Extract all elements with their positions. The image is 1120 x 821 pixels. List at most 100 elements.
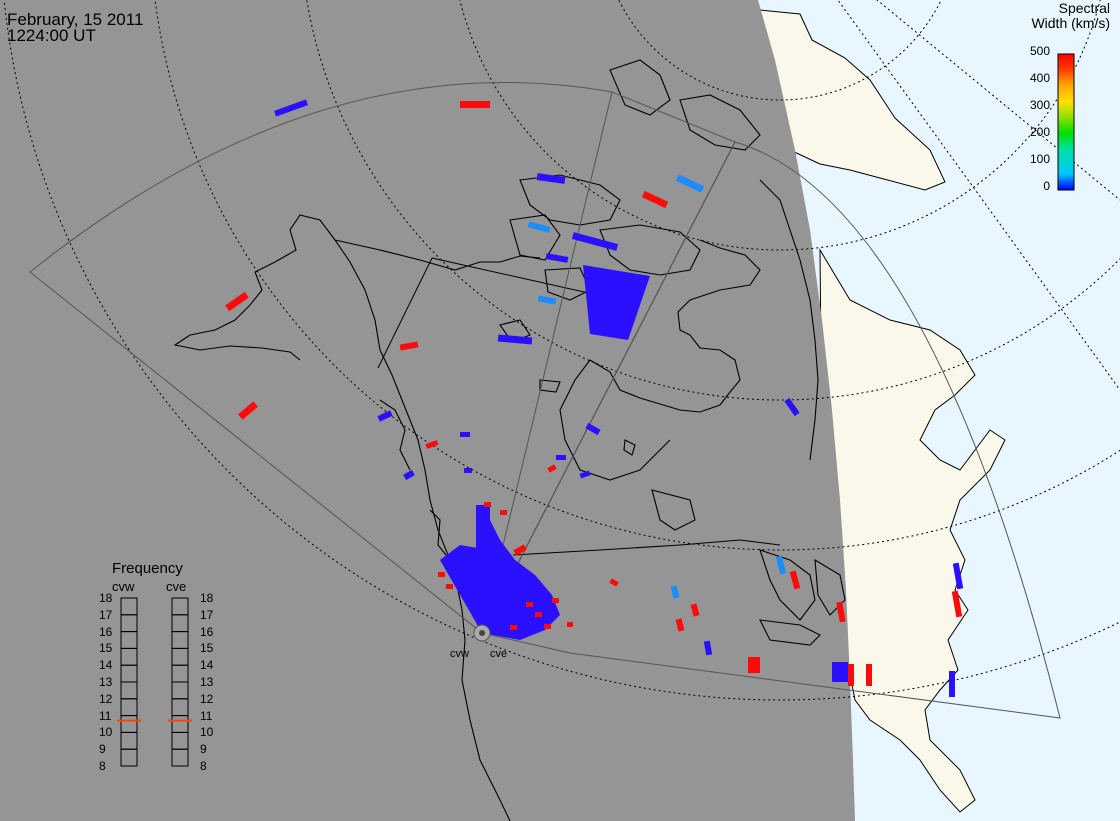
backscatter-cell [609, 578, 619, 587]
backscatter-cell [464, 468, 472, 473]
frequency-tick-left: 15 [99, 641, 113, 656]
frequency-tick-right: 13 [200, 675, 214, 689]
backscatter-cell [377, 410, 393, 422]
backscatter-cell [225, 291, 249, 312]
backscatter-cell [537, 295, 557, 305]
colorbar [1057, 53, 1075, 191]
plot-time: 1224:00 UT [7, 26, 96, 45]
backscatter-cell [690, 603, 700, 617]
backscatter-column [476, 505, 490, 550]
plot-date: February, 15 2011 [7, 10, 144, 29]
frequency-tick-right: 10 [200, 725, 214, 740]
backscatter-cell [460, 101, 490, 108]
frequency-tick-right: 8 [200, 759, 207, 773]
backscatter-cell [510, 625, 517, 630]
backscatter-cell [273, 99, 309, 117]
radar-site-dot [479, 630, 485, 636]
backscatter-cell [552, 598, 559, 603]
backscatter-cell [544, 624, 551, 629]
frequency-tick-right: 16 [200, 624, 214, 639]
colorbar-tick: 500 [1029, 44, 1050, 58]
colorbar-title-line2: Width (km/s) [1031, 14, 1110, 31]
frequency-tick-right: 11 [200, 708, 213, 723]
backscatter-data [225, 99, 964, 697]
backscatter-cell [951, 590, 963, 618]
radar-label-cve: cve [490, 648, 508, 660]
frequency-box [171, 748, 189, 767]
frequency-tick-left: 18 [99, 591, 113, 605]
polar-grid [3, 0, 1120, 701]
backscatter-block [583, 265, 650, 340]
backscatter-cell [547, 464, 557, 473]
night-region [0, 0, 855, 821]
backscatter-cell [399, 341, 419, 351]
backscatter-cell [675, 618, 685, 632]
backscatter-cell [579, 470, 591, 479]
backscatter-cell [670, 585, 680, 599]
backscatter-cell [403, 469, 415, 481]
frequency-radar-label: cvw [112, 579, 135, 594]
backscatter-cell [535, 612, 542, 617]
backscatter-cell [848, 664, 854, 686]
frequency-box [120, 748, 138, 767]
backscatter-cell [536, 173, 566, 184]
backscatter-cell [832, 662, 848, 682]
frequency-tick-left: 12 [99, 691, 113, 706]
frequency-tick-left: 8 [99, 759, 106, 773]
backscatter-cell [836, 601, 846, 623]
backscatter-cell [567, 622, 573, 627]
frequency-tick-left: 16 [99, 624, 113, 639]
radar-fov [29, 82, 1061, 719]
frequency-tick-right: 14 [200, 658, 214, 673]
backscatter-cell [500, 510, 507, 515]
backscatter-cell [460, 432, 470, 437]
frequency-boxes [117, 597, 192, 767]
frequency-tick-right: 12 [200, 691, 214, 706]
frequency-title: Frequency [112, 560, 183, 577]
frequency-tick-right: 18 [200, 591, 214, 605]
backscatter-cell [866, 664, 872, 686]
backscatter-cell [545, 253, 569, 263]
frequency-tick-left: 9 [99, 742, 106, 757]
colorbar-tick: 200 [1029, 125, 1050, 139]
backscatter-cell [748, 657, 760, 673]
frequency-tick-left: 10 [99, 725, 113, 740]
backscatter-cell [527, 221, 551, 233]
backscatter-cell [526, 602, 533, 607]
frequency-tick-left: 14 [99, 658, 113, 673]
backscatter-cell [438, 572, 445, 577]
backscatter-cell [784, 397, 800, 417]
backscatter-cell [571, 232, 619, 251]
backscatter-cell [949, 671, 955, 697]
frequency-tick-right: 17 [200, 607, 214, 622]
colorbar-tick: 100 [1029, 152, 1050, 166]
radar-label-cvw: cvw [450, 648, 469, 660]
colorbar-title-line1: Spectral [1058, 0, 1110, 16]
backscatter-cell [556, 455, 566, 460]
backscatter-cell [952, 562, 964, 590]
colorbar-tick: 400 [1029, 71, 1050, 85]
frequency-tick-right: 15 [200, 641, 214, 656]
backscatter-cell [238, 401, 258, 420]
backscatter-near-range [440, 520, 560, 640]
colorbar-title: Spectral Width (km/s) [1031, 1, 1110, 30]
backscatter-cell [775, 555, 787, 575]
frequency-tick-right: 9 [200, 742, 207, 757]
backscatter-cell [703, 640, 713, 656]
backscatter-cell [484, 502, 491, 507]
backscatter-cell [513, 544, 527, 556]
colorbar-tick: 0 [1043, 179, 1050, 193]
backscatter-cell [425, 440, 439, 449]
backscatter-cell [585, 422, 601, 436]
backscatter-cell [497, 334, 533, 345]
frequency-radar-label: cve [166, 579, 187, 594]
backscatter-cell [446, 584, 453, 589]
frequency-tick-left: 11 [99, 708, 112, 723]
backscatter-cell [641, 190, 669, 209]
frequency-tick-left: 13 [99, 675, 113, 689]
backscatter-cell [675, 174, 705, 193]
colorbar-tick: 300 [1029, 98, 1050, 112]
colorbar-gradient [1057, 53, 1075, 191]
